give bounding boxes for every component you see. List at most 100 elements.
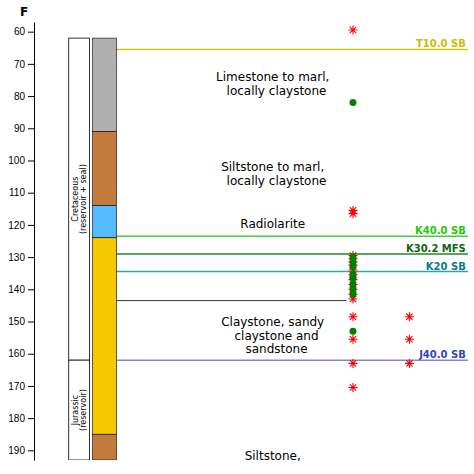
lithology-label: Siltstone, xyxy=(245,449,301,463)
y-tick-mark xyxy=(28,225,34,226)
dot-marker xyxy=(349,263,356,270)
plot: 60 70 80 90 100 110 120 130 140 150 160 170 180 190 F C… xyxy=(8,5,468,463)
asterisk-marker xyxy=(405,312,414,321)
y-tick-label: 80 xyxy=(14,91,26,102)
y-tick: 150 xyxy=(8,316,34,327)
dot-marker xyxy=(349,99,356,106)
y-tick: 140 xyxy=(8,284,34,295)
era-box xyxy=(69,360,90,460)
y-tick-label: 180 xyxy=(8,413,25,424)
y-tick-label: 120 xyxy=(8,220,25,231)
y-tick-mark xyxy=(28,257,34,258)
asterisk-marker xyxy=(348,335,357,344)
y-tick-mark xyxy=(28,386,34,387)
y-axis-line xyxy=(34,23,35,461)
y-tick-label: 70 xyxy=(14,59,26,70)
y-tick: 190 xyxy=(8,445,34,456)
y-tick: 110 xyxy=(9,187,34,198)
y-tick-mark xyxy=(28,354,34,355)
dot-marker xyxy=(349,291,356,298)
lithology-label-line: Siltstone, xyxy=(245,449,301,463)
marks xyxy=(69,26,468,460)
y-tick-label: 160 xyxy=(8,348,25,359)
y-tick: 60 xyxy=(14,26,34,37)
lithology-label: Siltstone to marl, locally claystone xyxy=(219,160,327,188)
lithology-label-line: claystone and xyxy=(227,329,319,343)
y-tick: 70 xyxy=(14,59,34,70)
y-tick-mark xyxy=(28,96,34,97)
symbol-series xyxy=(405,312,414,368)
y-tick-mark xyxy=(28,418,34,419)
horizon-label: K20 SB xyxy=(426,261,466,272)
horizon-line xyxy=(93,49,468,51)
era-label: Cretaceous(reservoir + seal) xyxy=(71,164,89,234)
y-tick-mark xyxy=(28,128,34,129)
lithology-label-line: Siltstone to marl, xyxy=(221,160,324,174)
y-tick: 130 xyxy=(8,252,34,263)
y-axis-title: F xyxy=(20,5,28,19)
y-tick: 120 xyxy=(8,220,34,231)
y-tick-mark xyxy=(28,64,34,65)
y-tick-label: 190 xyxy=(8,445,25,456)
asterisk-marker xyxy=(405,359,414,368)
asterisk-marker xyxy=(348,209,357,218)
y-tick-label: 130 xyxy=(8,252,25,263)
era-label-line: (reservoir) xyxy=(79,389,88,431)
lithology-section xyxy=(93,206,117,238)
dot-marker xyxy=(349,275,356,282)
horizon-line xyxy=(93,271,468,273)
asterisk-marker xyxy=(405,335,414,344)
separator-line xyxy=(93,300,347,301)
lithology-section xyxy=(93,132,117,206)
y-tick-label: 100 xyxy=(8,155,25,166)
lithology-label-line: sandstone xyxy=(238,342,308,356)
y-tick-label: 110 xyxy=(9,187,25,198)
y-tick: 160 xyxy=(8,348,34,359)
y-tick-label: 140 xyxy=(8,284,25,295)
era-label-line: Cretaceous xyxy=(71,177,80,222)
lithology-label-line: locally claystone xyxy=(219,174,327,188)
horizon-label: K40.0 SB xyxy=(415,225,466,236)
y-tick-label: 150 xyxy=(8,316,25,327)
y-tick: 100 xyxy=(8,155,34,166)
lithology-section xyxy=(93,434,117,460)
symbol-series xyxy=(348,26,357,392)
asterisk-marker xyxy=(348,290,357,299)
chart: 60 70 80 90 100 110 120 130 140 150 160 170 180 190 F C… xyxy=(0,0,474,474)
lithology-label-line: Limestone to marl, xyxy=(216,70,329,84)
era-label-line: Jurassic xyxy=(71,395,80,427)
y-tick-label: 90 xyxy=(14,123,26,134)
y-tick-mark xyxy=(28,289,34,290)
lithology-section xyxy=(93,38,117,131)
asterisk-marker xyxy=(348,359,357,368)
dot-marker xyxy=(349,328,356,335)
lithology-section xyxy=(93,238,117,434)
y-tick-mark xyxy=(28,32,34,33)
labels: Cretaceous(reservoir + seal)Jurassic(res… xyxy=(71,38,466,462)
asterisk-marker xyxy=(348,26,357,35)
y-tick: 180 xyxy=(8,413,34,424)
horizon-line xyxy=(93,235,468,237)
y-tick-mark xyxy=(28,322,34,323)
y-tick-label: 60 xyxy=(14,26,26,37)
lithology-label-line: Claystone, sandy xyxy=(221,315,324,329)
y-tick: 90 xyxy=(14,123,34,134)
lithology-label: Limestone to marl, locally claystone xyxy=(216,70,329,98)
era-box xyxy=(69,38,90,360)
symbol-series xyxy=(349,99,356,335)
lithology-label-line: locally claystone xyxy=(219,84,327,98)
era-label: Jurassic(reservoir) xyxy=(71,389,89,431)
y-tick-label: 170 xyxy=(8,381,25,392)
asterisk-marker xyxy=(348,383,357,392)
y-tick: 80 xyxy=(14,91,34,102)
horizon-label: K30.2 MFS xyxy=(406,243,466,254)
horizon-label: J40.0 SB xyxy=(418,349,466,360)
y-tick-mark xyxy=(28,160,34,161)
horizon-label: T10.0 SB xyxy=(416,38,466,49)
lithology-label: Radiolarite xyxy=(240,217,305,231)
y-axis: 60 70 80 90 100 110 120 130 140 150 160 170 180 190 xyxy=(8,23,34,461)
lithology-label-line: Radiolarite xyxy=(240,217,305,231)
y-tick: 170 xyxy=(8,381,34,392)
era-label-line: (reservoir + seal) xyxy=(79,164,88,234)
y-tick-mark xyxy=(28,450,34,451)
